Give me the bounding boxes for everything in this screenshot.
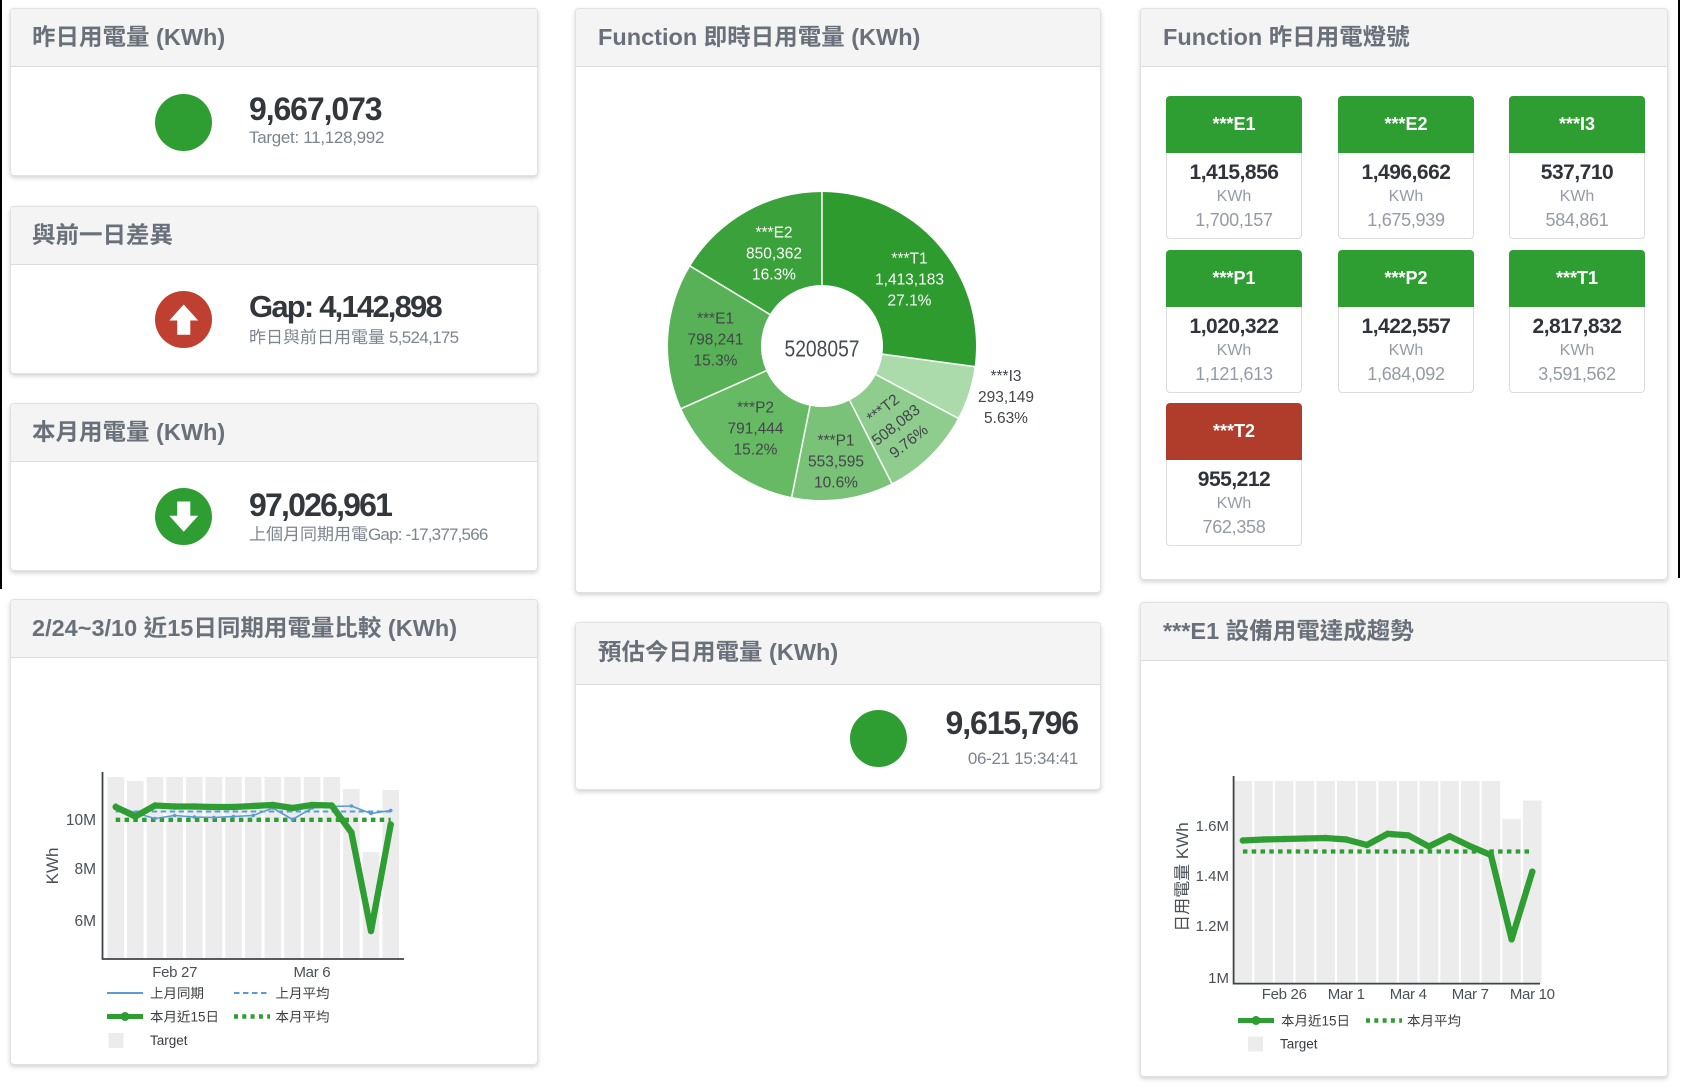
svg-text:5208057: 5208057 (785, 336, 860, 362)
svg-text:(KWh): (KWh) (381, 615, 457, 641)
svg-text:KWh: KWh (43, 848, 62, 885)
svg-text:6M: 6M (74, 913, 96, 930)
svg-text:Mar 6: Mar 6 (293, 964, 330, 981)
svg-text:Target: Target (150, 1033, 188, 1048)
svg-text:Feb 26: Feb 26 (1262, 986, 1307, 1003)
svg-text:15: 15 (1322, 1014, 1337, 1029)
svg-text:2/24~3/10: 2/24~3/10 (32, 615, 144, 641)
svg-text:Target: Target (1280, 1037, 1318, 1052)
svg-text:Function: Function (1163, 24, 1269, 50)
svg-text:(KWh): (KWh) (150, 24, 226, 50)
svg-text:Feb 27: Feb 27 (152, 964, 197, 981)
svg-text:15: 15 (167, 615, 193, 641)
svg-text:1.6M: 1.6M (1196, 818, 1229, 835)
svg-text:1.2M: 1.2M (1196, 918, 1229, 935)
svg-text:(KWh): (KWh) (763, 639, 839, 665)
svg-text:Mar 4: Mar 4 (1390, 986, 1427, 1003)
svg-text:10M: 10M (66, 812, 96, 829)
svg-text:8M: 8M (74, 861, 96, 878)
svg-text:15: 15 (191, 1010, 206, 1025)
svg-text:(KWh): (KWh) (845, 24, 921, 50)
svg-text:Function: Function (598, 24, 704, 50)
svg-text:5,524,175: 5,524,175 (385, 328, 459, 347)
svg-text:(KWh): (KWh) (150, 419, 226, 445)
svg-text:Mar 7: Mar 7 (1452, 986, 1489, 1003)
svg-text:1M: 1M (1208, 970, 1229, 987)
svg-text:Mar 10: Mar 10 (1510, 986, 1555, 1003)
svg-text:Mar 1: Mar 1 (1328, 986, 1365, 1003)
svg-text:1.4M: 1.4M (1196, 868, 1229, 885)
svg-text:KWh: KWh (1173, 822, 1192, 864)
svg-text:***E1: ***E1 (1163, 618, 1226, 644)
svg-text:Gap: -17,377,566: Gap: -17,377,566 (368, 525, 488, 544)
